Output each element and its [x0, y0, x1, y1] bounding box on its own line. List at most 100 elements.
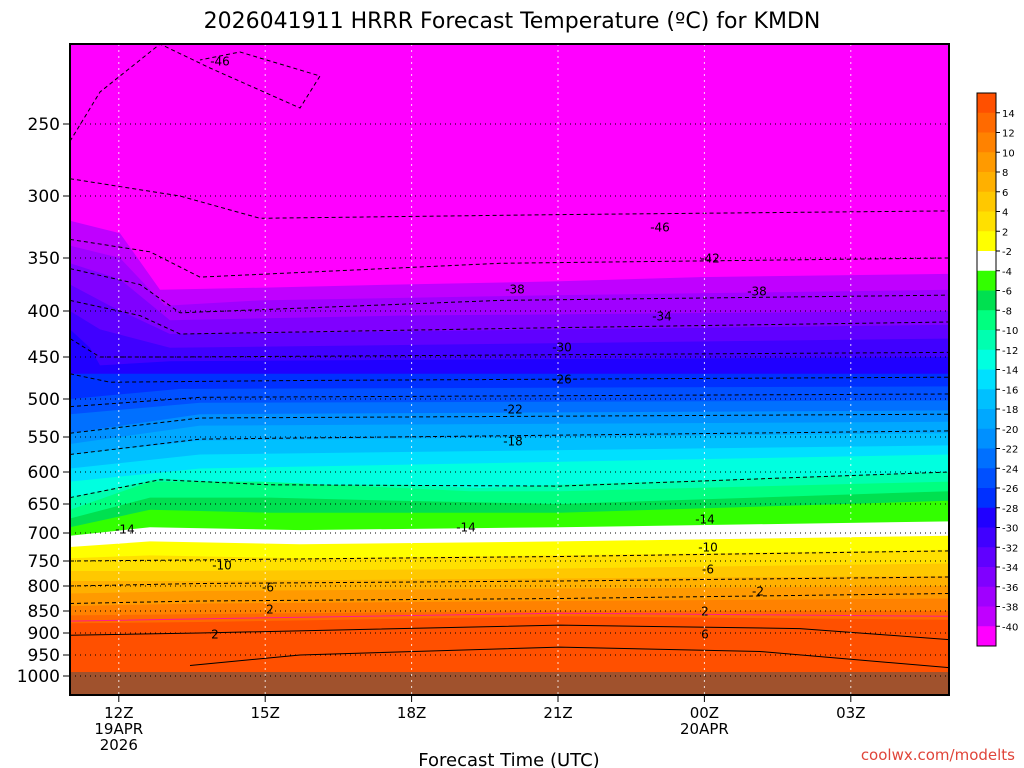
colorbar-label: -6 — [1002, 287, 1012, 298]
colorbar-label: -10 — [1002, 326, 1018, 337]
x-tick-label: 15Z — [251, 704, 280, 722]
contour-line — [70, 624, 949, 641]
colorbar-label: 4 — [1002, 208, 1008, 219]
y-tick-label: 550 — [28, 428, 60, 448]
contour-line — [70, 178, 949, 219]
colorbar-label: -14 — [1002, 366, 1018, 377]
colorbar-swatch — [977, 152, 996, 173]
contour-line — [70, 393, 949, 408]
colorbar-swatch — [977, 547, 996, 568]
x-tick-label: 18Z — [397, 704, 426, 722]
y-tick-label: 850 — [28, 602, 60, 622]
colorbar-swatch — [977, 112, 996, 133]
colorbar-swatch — [977, 211, 996, 232]
x-axis-label: Forecast Time (UTC) — [418, 750, 599, 768]
colorbar-swatch — [977, 349, 996, 370]
colorbar-swatch — [977, 428, 996, 449]
contour-line — [70, 593, 949, 604]
colorbar-swatch — [977, 507, 996, 528]
colorbar-label: 8 — [1002, 168, 1008, 179]
colorbar-label: -16 — [1002, 385, 1018, 396]
colorbar-swatch — [977, 231, 996, 252]
contour-line — [70, 44, 321, 142]
y-tick-label: 1000 — [17, 667, 60, 687]
contour-line — [70, 413, 949, 434]
contour-line — [70, 299, 949, 335]
colorbar-label: -24 — [1002, 464, 1018, 475]
colorbar-label: 2 — [1002, 227, 1008, 238]
contour-label: -14 — [695, 513, 715, 527]
colorbar-swatch — [977, 527, 996, 548]
contour-label: 2 — [266, 603, 274, 617]
contour-label: -2 — [752, 585, 764, 599]
colorbar-label: -28 — [1002, 504, 1018, 515]
x-tick-label: 03Z — [836, 704, 865, 722]
contour-labels: -46-46-42-38 -38-34-30-26-22-18-14 -14-14-… — [115, 55, 767, 642]
contour-label: -18 — [503, 435, 523, 449]
colorbar-swatch — [977, 191, 996, 212]
colorbar-swatch — [977, 389, 996, 410]
contour-label: -14 — [456, 521, 476, 535]
colorbar-label: 10 — [1002, 148, 1015, 159]
colorbar-label: -20 — [1002, 425, 1018, 436]
colorbar-label: -18 — [1002, 405, 1018, 416]
contour-line — [70, 268, 949, 314]
colorbar-swatch — [977, 448, 996, 469]
contour-label: -30 — [552, 341, 572, 355]
contour-label: -42 — [700, 252, 720, 266]
colorbar-swatch — [977, 567, 996, 588]
x-tick-label: 2026 — [100, 736, 138, 754]
contour-label: -38 — [505, 283, 525, 297]
colorbar-swatch — [977, 606, 996, 627]
colorbar-label: -40 — [1002, 622, 1018, 633]
contour-label: 2 — [211, 628, 219, 642]
y-tick-label: 900 — [28, 624, 60, 644]
colorbar-swatch — [977, 626, 996, 647]
colorbar-label: -38 — [1002, 603, 1018, 614]
y-tick-label: 700 — [28, 524, 60, 544]
colorbar-swatch — [977, 330, 996, 351]
contour-lines — [70, 44, 949, 669]
contour-label: 2 — [701, 605, 709, 619]
colorbar-label: -32 — [1002, 543, 1018, 554]
colorbar-label: -2 — [1002, 247, 1012, 258]
x-tick-label: 19APR — [94, 720, 143, 738]
contour-label: -6 — [702, 563, 714, 577]
y-tick-label: 950 — [28, 646, 60, 666]
y-axis: 2503003504004505005506006507007508008509… — [17, 115, 70, 687]
contour-label: -46 — [210, 55, 230, 69]
contour-label: -10 — [698, 541, 718, 555]
credit-link[interactable]: coolwx.com/modelts — [861, 746, 1015, 764]
contour-line — [70, 550, 949, 562]
y-tick-label: 800 — [28, 577, 60, 597]
contour-line — [189, 646, 949, 669]
contour-line — [70, 612, 949, 622]
colorbar-swatch — [977, 586, 996, 607]
contour-label: 6 — [701, 628, 709, 642]
contour-line — [70, 576, 949, 587]
plot-frame — [69, 43, 950, 696]
colorbar-swatch — [977, 251, 996, 272]
colorbar-swatch — [977, 409, 996, 430]
contour-label: -26 — [552, 373, 572, 387]
contour-line — [70, 338, 949, 358]
contour-label: -14 — [115, 523, 135, 537]
y-tick-label: 400 — [28, 302, 60, 322]
colorbar-swatch — [977, 488, 996, 509]
colorbar-label: -30 — [1002, 524, 1018, 535]
colorbar-label: -36 — [1002, 583, 1018, 594]
x-tick-label: 12Z — [104, 704, 133, 722]
x-tick-label: 21Z — [543, 704, 572, 722]
ground-layer — [70, 672, 949, 695]
colorbar-swatch — [977, 172, 996, 193]
colorbar-label: 12 — [1002, 129, 1015, 140]
contour-line — [70, 238, 949, 278]
x-tick-label: 20APR — [680, 720, 729, 738]
y-tick-label: 250 — [28, 115, 60, 135]
y-tick-label: 350 — [28, 249, 60, 269]
contour-label: -34 — [652, 310, 672, 324]
colorbar-swatch — [977, 132, 996, 153]
y-tick-label: 750 — [28, 552, 60, 572]
colorbar-swatch — [977, 369, 996, 390]
colorbar-label: -4 — [1002, 267, 1012, 278]
